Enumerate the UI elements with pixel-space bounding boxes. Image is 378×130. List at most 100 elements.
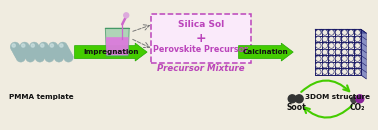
Circle shape xyxy=(194,53,204,62)
Circle shape xyxy=(221,50,231,59)
Circle shape xyxy=(203,49,206,52)
Circle shape xyxy=(186,54,190,58)
FancyArrow shape xyxy=(239,43,293,61)
Circle shape xyxy=(342,69,347,74)
Circle shape xyxy=(12,45,21,54)
Circle shape xyxy=(42,46,45,50)
Circle shape xyxy=(192,46,195,50)
Circle shape xyxy=(184,53,194,62)
Circle shape xyxy=(215,54,218,58)
Polygon shape xyxy=(315,29,366,33)
Circle shape xyxy=(335,30,341,35)
Circle shape xyxy=(209,45,218,54)
Circle shape xyxy=(63,49,66,52)
Circle shape xyxy=(23,47,32,57)
Circle shape xyxy=(61,47,70,57)
Circle shape xyxy=(211,46,214,50)
Circle shape xyxy=(34,49,37,52)
Circle shape xyxy=(16,52,20,55)
Circle shape xyxy=(355,43,360,48)
Circle shape xyxy=(50,44,54,47)
Circle shape xyxy=(335,43,341,48)
Circle shape xyxy=(59,45,69,54)
Circle shape xyxy=(180,45,190,54)
Circle shape xyxy=(328,56,334,61)
Polygon shape xyxy=(105,28,129,56)
Circle shape xyxy=(225,54,228,58)
Circle shape xyxy=(20,42,29,52)
Circle shape xyxy=(355,30,360,35)
Circle shape xyxy=(174,49,177,52)
Circle shape xyxy=(190,45,199,54)
Circle shape xyxy=(205,54,209,58)
Circle shape xyxy=(204,53,213,62)
Circle shape xyxy=(355,36,360,42)
Circle shape xyxy=(335,56,341,61)
Text: Silica Sol: Silica Sol xyxy=(178,20,224,29)
Circle shape xyxy=(23,46,26,50)
Circle shape xyxy=(198,42,208,52)
Circle shape xyxy=(25,49,28,52)
Circle shape xyxy=(328,43,334,48)
Circle shape xyxy=(45,52,48,55)
Circle shape xyxy=(29,42,39,52)
Circle shape xyxy=(322,62,328,68)
Circle shape xyxy=(348,30,354,35)
Circle shape xyxy=(24,50,34,59)
Circle shape xyxy=(40,45,50,54)
Circle shape xyxy=(48,42,58,52)
Circle shape xyxy=(10,42,20,52)
Circle shape xyxy=(342,62,347,68)
Circle shape xyxy=(348,56,354,61)
Circle shape xyxy=(328,69,334,74)
Circle shape xyxy=(355,69,360,74)
Circle shape xyxy=(188,42,198,52)
Circle shape xyxy=(43,50,53,59)
Circle shape xyxy=(26,53,35,62)
Circle shape xyxy=(179,42,188,52)
Circle shape xyxy=(174,50,183,59)
Circle shape xyxy=(201,47,210,57)
Circle shape xyxy=(322,30,328,35)
Polygon shape xyxy=(361,29,366,79)
Circle shape xyxy=(196,54,199,58)
Circle shape xyxy=(342,43,347,48)
Circle shape xyxy=(200,44,203,47)
Text: Soot: Soot xyxy=(286,103,306,112)
Circle shape xyxy=(193,49,196,52)
Circle shape xyxy=(35,53,45,62)
Circle shape xyxy=(220,47,229,57)
Circle shape xyxy=(335,62,341,68)
Circle shape xyxy=(218,45,228,54)
Circle shape xyxy=(335,49,341,55)
Circle shape xyxy=(191,47,201,57)
Circle shape xyxy=(54,53,64,62)
Circle shape xyxy=(316,30,321,35)
Circle shape xyxy=(223,52,226,55)
Circle shape xyxy=(182,47,191,57)
Circle shape xyxy=(351,97,357,103)
Circle shape xyxy=(27,54,31,58)
Circle shape xyxy=(36,52,39,55)
Circle shape xyxy=(62,50,72,59)
Circle shape xyxy=(316,43,321,48)
Circle shape xyxy=(199,45,209,54)
Circle shape xyxy=(54,52,58,55)
Circle shape xyxy=(348,49,354,55)
Circle shape xyxy=(342,49,347,55)
Circle shape xyxy=(348,43,354,48)
Circle shape xyxy=(201,46,204,50)
Circle shape xyxy=(56,54,59,58)
Circle shape xyxy=(316,56,321,61)
Circle shape xyxy=(348,36,354,42)
Polygon shape xyxy=(106,37,129,55)
Circle shape xyxy=(316,36,321,42)
Circle shape xyxy=(222,49,225,52)
Circle shape xyxy=(171,45,180,54)
Circle shape xyxy=(209,44,212,47)
Circle shape xyxy=(171,44,174,47)
Circle shape xyxy=(190,44,194,47)
Circle shape xyxy=(355,49,360,55)
Circle shape xyxy=(208,42,217,52)
Circle shape xyxy=(355,56,360,61)
